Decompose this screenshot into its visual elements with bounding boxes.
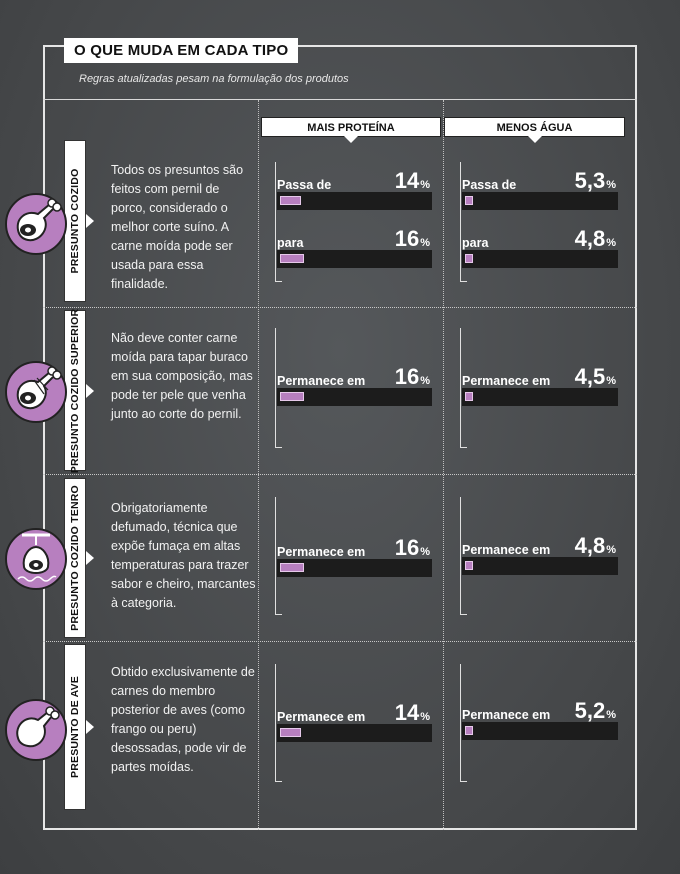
metric-label: Permanece em [277,374,366,388]
protein-metric: Passa de 14% [277,168,432,210]
metric-bar-fill [465,196,473,205]
metric-label: para [462,236,489,250]
metric-bar [277,388,432,406]
row-description: Não deve conter carne moída para tapar b… [111,331,253,421]
metric-bar-fill [465,561,473,570]
metric-value: 14% [394,168,430,193]
metric-bar-fill [280,563,304,572]
page-subtitle: Regras atualizadas pesam na formulação d… [79,73,349,85]
value-bracket [460,664,467,782]
row-tab-label: PRESUNTO DE AVE [69,676,81,778]
metric-value: 16% [394,364,430,389]
value-bracket [275,497,282,615]
page-title: O QUE MUDA EM CADA TIPO [64,38,299,63]
water-metric: Passa de 5,3% [462,168,618,210]
metric-value: 16% [394,535,430,560]
metric-bar [462,192,618,210]
row-description: Obtido exclusivamente de carnes do membr… [111,665,255,774]
value-bracket [275,328,282,448]
metric-bar-fill [280,728,301,737]
metric-label: para [277,236,304,250]
metric-value: 4,8% [574,226,616,251]
metric-value: 14% [394,700,430,725]
row-tab-label: PRESUNTO COZIDO [69,168,81,274]
water-metric: Permanece em 5,2% [462,698,618,740]
value-bracket [275,162,282,282]
poultry-leg-icon [5,699,67,761]
protein-metric: para 16% [277,226,432,268]
protein-metric: Permanece em 16% [277,364,432,406]
column-divider-1 [258,100,259,830]
row-divider [43,307,637,308]
metric-value: 4,5% [574,364,616,389]
row-tab-label: PRESUNTO COZIDO SUPERIOR [69,308,81,473]
metric-bar-fill [280,254,304,263]
protein-metric: Permanece em 14% [277,700,432,742]
metric-bar [462,250,618,268]
ham-leg-bow-icon [5,361,67,423]
row-description: Obrigatoriamente defumado, técnica que e… [111,501,256,610]
metric-label: Permanece em [462,708,551,722]
column-header-water: MENOS ÁGUA [444,117,625,143]
metric-value: 4,8% [574,533,616,558]
water-metric: Permanece em 4,5% [462,364,618,406]
metric-value: 16% [394,226,430,251]
metric-bar [462,388,618,406]
metric-bar-fill [465,254,473,263]
water-metric: Permanece em 4,8% [462,533,618,575]
value-bracket [275,664,282,782]
row-divider [43,474,637,475]
row-description: Todos os presuntos são feitos com pernil… [111,163,244,291]
metric-label: Permanece em [277,710,366,724]
row-divider [43,641,637,642]
metric-bar-fill [280,392,304,401]
header-divider [43,99,637,100]
ham-leg-icon [5,193,67,255]
metric-bar [277,192,432,210]
protein-metric: Permanece em 16% [277,535,432,577]
metric-label: Permanece em [277,545,366,559]
value-bracket [460,328,467,448]
metric-label: Passa de [462,178,517,192]
value-bracket [460,497,467,615]
infographic-frame [43,45,637,830]
column-header-protein: MAIS PROTEÍNA [261,117,441,143]
metric-label: Permanece em [462,374,551,388]
water-metric: para 4,8% [462,226,618,268]
metric-label: Passa de [277,178,332,192]
row-tab-label: PRESUNTO COZIDO TENRO [69,485,81,631]
metric-value: 5,3% [574,168,616,193]
metric-bar [277,559,432,577]
metric-bar-fill [465,392,473,401]
metric-bar [462,722,618,740]
metric-bar-fill [465,726,473,735]
smoked-ham-icon [5,528,67,590]
metric-value: 5,2% [574,698,616,723]
metric-bar [277,724,432,742]
metric-bar [462,557,618,575]
metric-bar [277,250,432,268]
value-bracket [460,162,467,282]
metric-bar-fill [280,196,301,205]
column-divider-2 [443,100,444,830]
metric-label: Permanece em [462,543,551,557]
